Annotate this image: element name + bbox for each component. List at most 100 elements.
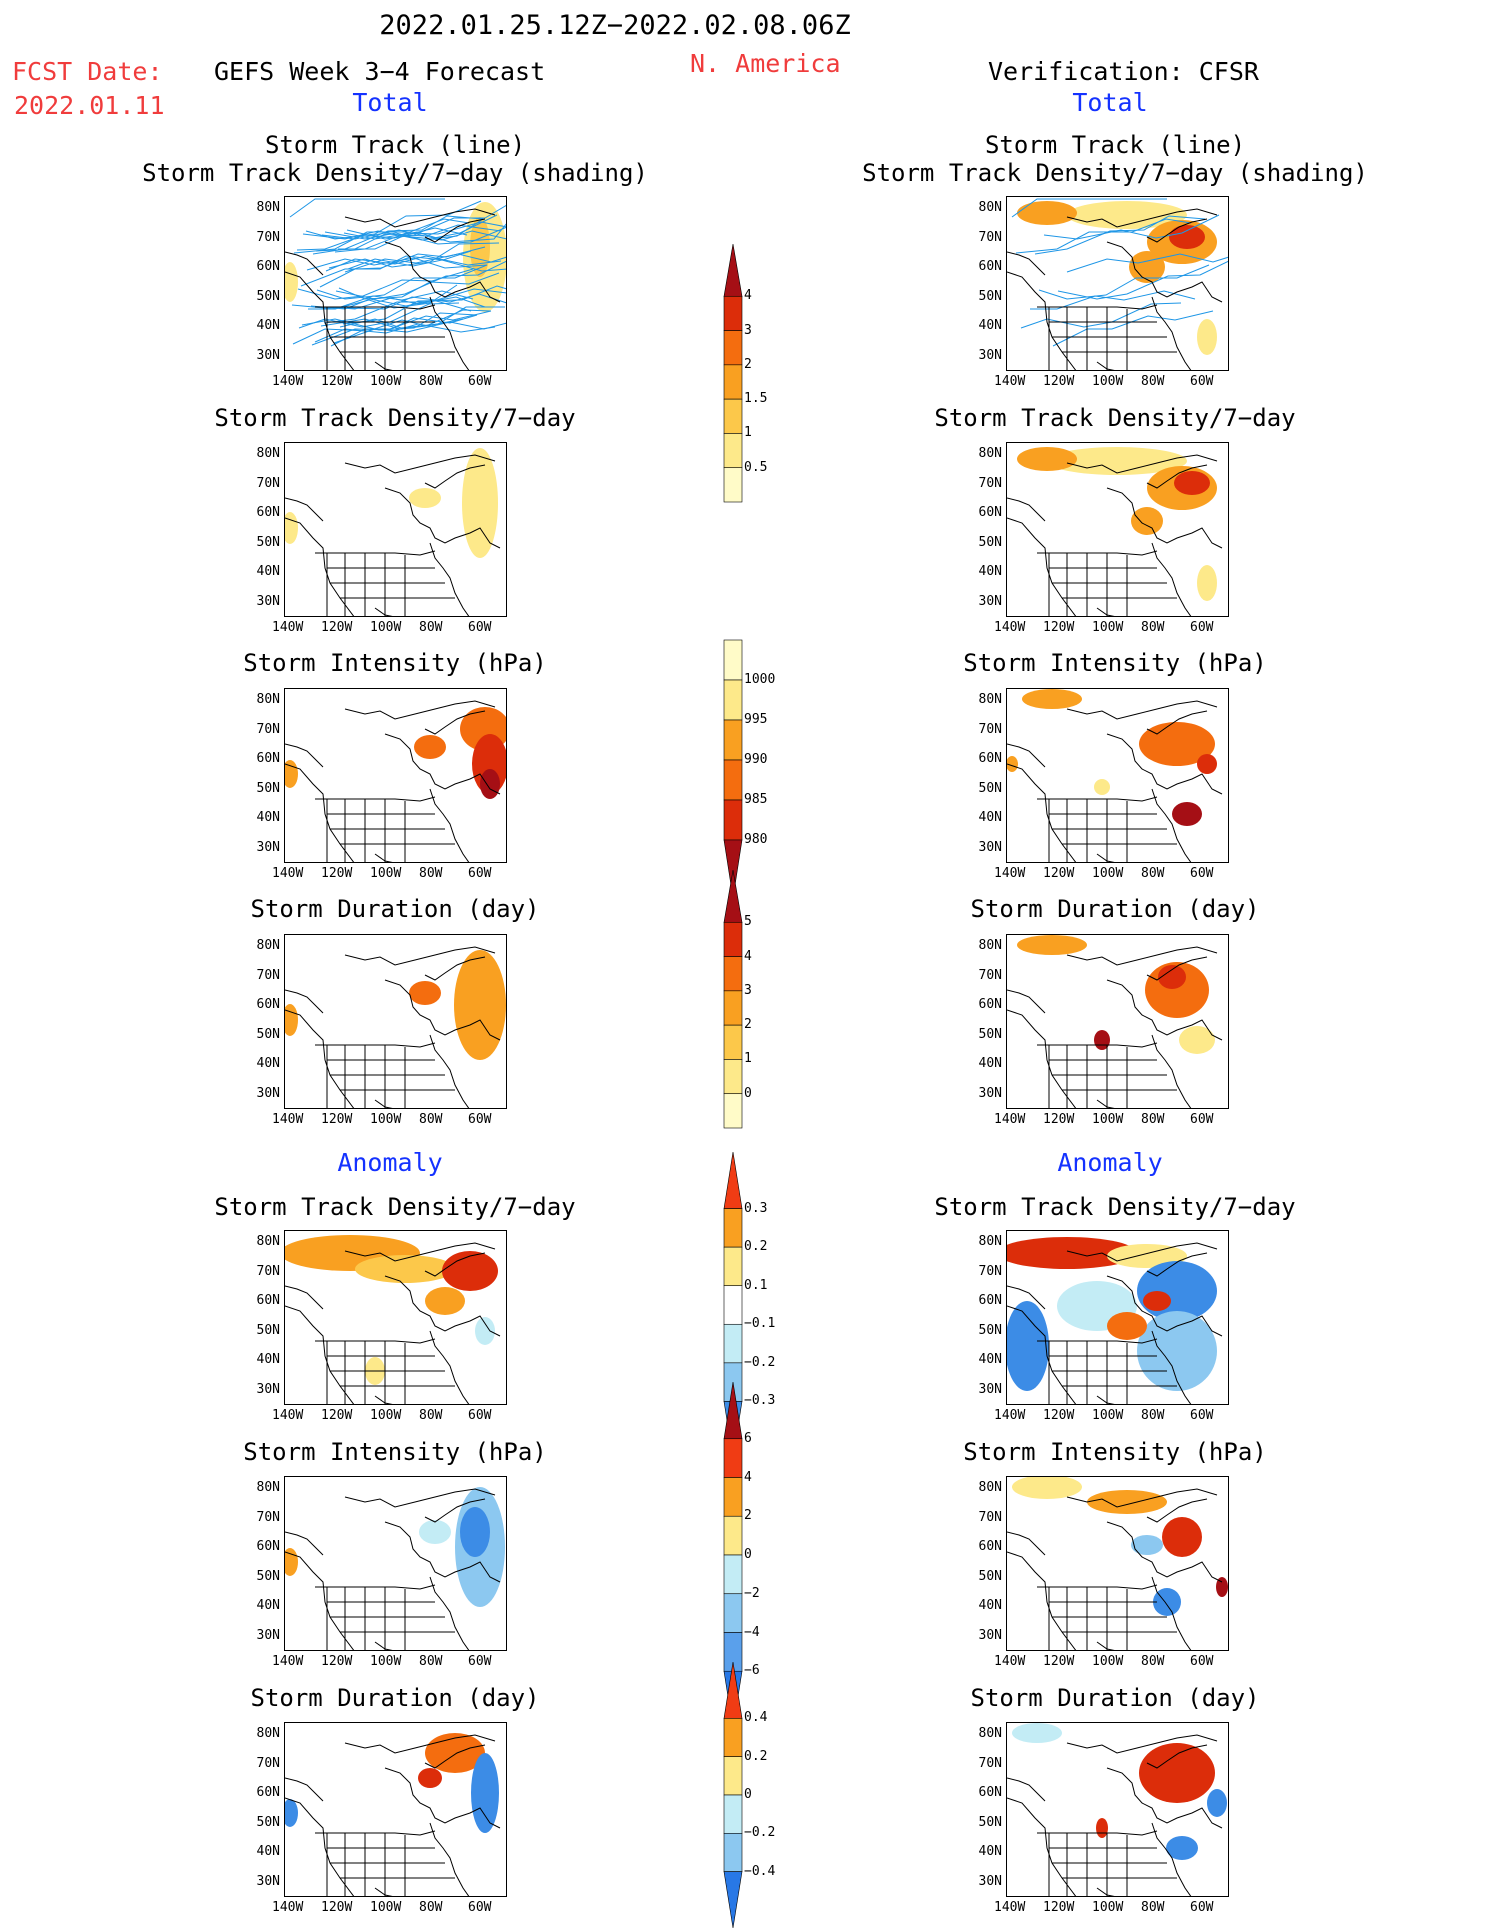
map-outline [1007,989,1046,1014]
lon-tick-label: 140W [272,1654,304,1669]
lon-tick-label: 120W [1043,1900,1075,1915]
lon-tick-label: 60W [1190,1654,1214,1669]
lat-tick-label: 70N [978,229,1002,245]
map-outline [1096,1641,1115,1650]
map-outline [384,1275,501,1337]
colorbar-tick-label: −6 [744,1663,760,1679]
lat-tick-label: 60N [978,751,1002,766]
map-outline [1066,454,1218,474]
map-outline [384,487,501,549]
lat-tick-label: 40N [978,1844,1002,1859]
lon-tick-label: 100W [370,374,402,389]
colorbar [723,1381,743,1729]
lat-tick-label: 70N [978,475,1002,491]
lon-tick-label: 120W [1043,374,1075,389]
lat-tick-label: 30N [978,593,1002,609]
storm-track-line [320,309,492,330]
title-anom-density-right: Storm Track Density/7−day [934,1193,1296,1221]
shading-cell [418,1768,442,1788]
lat-tick-label: 70N [978,721,1002,737]
map-svg [285,1733,501,1896]
map-outline [344,1734,496,1754]
lon-tick-label: 60W [1190,1900,1214,1915]
map-outline [1106,487,1223,549]
map-outline [1066,1242,1218,1262]
shading-cell [1094,779,1110,795]
map-outline [1007,743,1046,768]
map-outline [1146,956,1208,981]
storm-track-line [1011,198,1167,218]
colorbar [723,869,743,1129]
shading-cell [1197,319,1217,355]
lat-tick-label: 40N [256,1056,280,1071]
lat-tick-label: 50N [256,1026,280,1042]
map-outline [429,296,470,370]
lat-tick-label: 50N [978,1026,1002,1042]
shading-cell [1197,754,1217,774]
shading-cell [1107,1312,1147,1340]
map-outline [1096,1099,1115,1108]
colorbar-tick-label: 0.2 [744,1748,768,1764]
colorbar-segment [723,1285,743,1325]
storm-track-line [289,198,445,218]
colorbar-tick-label: −0.3 [744,1393,776,1409]
colorbar-tick-label: −4 [744,1624,760,1640]
map-outline [315,1042,436,1048]
map-panel [1006,442,1229,617]
map-outline [1146,1744,1208,1769]
shading-cell [442,1251,498,1291]
map-panel [284,1476,507,1651]
total-right: Total [1072,88,1148,117]
storm-track-line [1020,302,1182,329]
colorbar-segment [723,1438,743,1478]
lon-tick-label: 140W [994,1900,1026,1915]
region-label: N. America [690,49,841,78]
fcst-date: 2022.01.11 [14,91,165,120]
lat-tick-label: 30N [256,347,280,363]
map-outline [429,1822,470,1896]
colorbar-tick-label: 4 [744,948,752,964]
shading-cell [1174,471,1210,495]
lon-tick-label: 140W [272,620,304,635]
shading-cell [1012,1723,1062,1743]
map-outline [1007,517,1077,616]
map-outline [1096,361,1115,370]
map-svg [285,448,501,616]
lon-tick-label: 80W [1141,1900,1165,1915]
lat-tick-label: 50N [978,534,1002,550]
map-outline [429,1576,470,1650]
lon-tick-label: 60W [468,374,492,389]
colorbar-segment [723,1208,743,1248]
lat-tick-label: 40N [978,1352,1002,1367]
map-outline [1151,1330,1192,1404]
shading-cell [1094,1030,1110,1050]
lat-tick-label: 60N [978,505,1002,520]
map-outline [285,1551,355,1650]
storm-track-line [293,218,470,254]
track-title-line-1: Storm Track (line) [264,131,526,159]
lat-tick-label: 70N [256,1509,280,1525]
colorbar [723,639,743,899]
colorbar-tick-label: −0.1 [744,1316,776,1332]
map-svg [285,1235,501,1404]
map-outline [424,1252,486,1277]
title-track-left: Storm Track (line) Storm Track Density/7… [90,131,700,187]
title-intensity-left: Storm Intensity (hPa) [243,649,547,677]
title-anom-density-left: Storm Track Density/7−day [214,1193,576,1221]
lat-tick-label: 30N [978,1381,1002,1397]
lon-tick-label: 60W [1190,866,1214,881]
title-duration-right: Storm Duration (day) [970,895,1260,923]
map-outline [1096,1395,1115,1404]
colorbar-segment [723,330,743,366]
lat-tick-label: 40N [978,318,1002,333]
map-outline [1106,1275,1223,1337]
map-outline [374,361,393,370]
map-svg [285,946,506,1108]
storm-track-line [338,230,506,250]
colorbar-segment [723,1871,743,1929]
map-outline [424,1744,486,1769]
storm-track-line [314,323,496,343]
lat-tick-label: 80N [978,1480,1002,1495]
lon-tick-label: 140W [272,866,304,881]
map-outline [1146,710,1208,735]
